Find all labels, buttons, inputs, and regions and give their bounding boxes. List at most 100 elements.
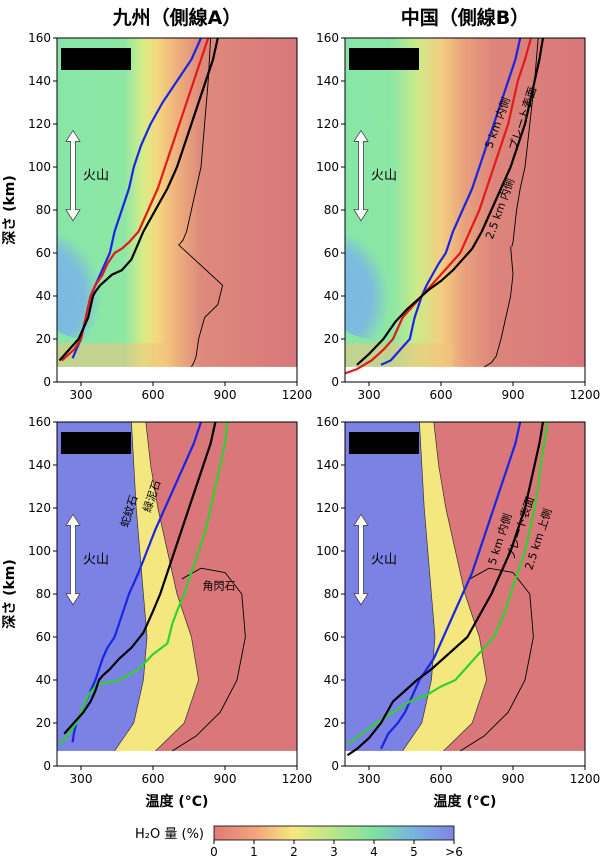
- blue-zone: [57, 422, 147, 751]
- x-tick-label: 300: [358, 772, 381, 786]
- volcano-arrow: [353, 513, 369, 606]
- shallow-zone: [57, 343, 165, 367]
- no-data-strip: [57, 366, 297, 382]
- box-label: 海洋地殻: [354, 52, 410, 68]
- x-tick-label: 900: [214, 772, 237, 786]
- box-label-bg: [61, 48, 131, 70]
- yellow-band: [114, 422, 199, 751]
- y-tick-label: 80: [324, 587, 339, 601]
- y-tick-label: 160: [28, 31, 51, 45]
- y-tick-label: 140: [28, 74, 51, 88]
- y-tick-label: 80: [36, 203, 51, 217]
- y-tick-label: 60: [324, 246, 339, 260]
- panel-title: 九州（側線A）: [112, 6, 242, 29]
- y-tick-label: 60: [36, 246, 51, 260]
- y-tick-label: 40: [324, 673, 339, 687]
- series-line-3: [63, 422, 217, 735]
- x-tick-label: 600: [430, 388, 453, 402]
- phase-boundary: [511, 38, 539, 247]
- y-tick-label: 60: [324, 630, 339, 644]
- colorbar-tick-label: 3: [330, 845, 338, 859]
- panel-1: 火山 海洋地殻 0 20 40 60 80 100 120 140 160 300 600 900 1200…: [1, 6, 312, 402]
- phase-boundary: [177, 244, 224, 368]
- x-tick-label: 600: [430, 772, 453, 786]
- volcano-label: 火山: [83, 553, 109, 568]
- y-tick-label: 140: [28, 458, 51, 472]
- x-tick-label: 1200: [282, 388, 313, 402]
- band-edge: [145, 422, 199, 752]
- phase-boundary: [171, 567, 246, 752]
- volcano-label: 火山: [371, 553, 397, 568]
- colorbar-tick-label: 2: [290, 845, 298, 859]
- y-tick-label: 120: [316, 501, 339, 515]
- panel-title: 中国（側線B）: [401, 6, 529, 29]
- series-line-2: [58, 422, 229, 746]
- y-tick-label: 40: [36, 289, 51, 303]
- volcano-arrow: [353, 129, 369, 222]
- y-tick-label: 160: [316, 415, 339, 429]
- phase-boundary: [459, 567, 534, 752]
- y-tick-label: 100: [316, 160, 339, 174]
- box-label-bg: [349, 48, 419, 70]
- box-label-bg: [349, 432, 419, 454]
- y-tick-label: 0: [43, 759, 51, 773]
- series-line-1: [380, 38, 522, 366]
- y-tick-label: 160: [28, 415, 51, 429]
- series-line-3: [58, 38, 219, 362]
- no-data-strip: [345, 366, 585, 382]
- x-tick-label: 900: [502, 772, 525, 786]
- x-tick-label: 900: [502, 388, 525, 402]
- band-edge: [114, 422, 148, 752]
- x-tick-label: 300: [70, 388, 93, 402]
- colorbar-tick-label: >6: [445, 845, 463, 859]
- colorbar-tick-label: 4: [370, 845, 378, 859]
- band-edge: [402, 422, 436, 752]
- x-axis-label: 温度 (°C): [146, 793, 209, 810]
- x-axis-label: 温度 (°C): [434, 793, 497, 810]
- volcano-label: 火山: [83, 169, 109, 184]
- water-field: [57, 38, 297, 382]
- y-tick-label: 20: [324, 332, 339, 346]
- blue-zone: [345, 422, 435, 751]
- series-line-1: [380, 422, 522, 750]
- colorbar-label: H₂O 量 (%): [135, 827, 204, 842]
- y-tick-label: 80: [36, 587, 51, 601]
- no-data-strip: [57, 750, 297, 766]
- x-tick-label: 900: [214, 388, 237, 402]
- y-tick-label: 0: [331, 375, 339, 389]
- series-line-3: [346, 422, 545, 757]
- x-tick-label: 1200: [570, 772, 600, 786]
- colorbar-tick-label: 5: [410, 845, 418, 859]
- y-tick-label: 120: [28, 501, 51, 515]
- y-tick-label: 40: [324, 289, 339, 303]
- y-tick-label: 140: [316, 74, 339, 88]
- series-line-2: [61, 38, 210, 362]
- y-tick-label: 40: [36, 673, 51, 687]
- box-label: 海洋地殻: [66, 52, 122, 68]
- colorbar-tick-label: 0: [210, 845, 218, 859]
- y-tick-label: 20: [324, 716, 339, 730]
- series-line-2: [345, 38, 533, 375]
- volcano-arrow: [65, 129, 81, 222]
- y-tick-label: 80: [324, 203, 339, 217]
- x-tick-label: 600: [142, 388, 165, 402]
- volcano-arrow: [65, 513, 81, 606]
- x-tick-label: 300: [358, 388, 381, 402]
- colorbar-gradient: [213, 825, 455, 841]
- y-axis-label: 深さ (km): [1, 175, 18, 245]
- x-tick-label: 300: [70, 772, 93, 786]
- phase-boundary: [179, 38, 212, 245]
- y-tick-label: 20: [36, 332, 51, 346]
- series-line-2: [346, 422, 549, 746]
- box-label-bg: [61, 432, 131, 454]
- series-line-3: [356, 38, 545, 366]
- x-tick-label: 1200: [282, 772, 313, 786]
- volcano-label: 火山: [371, 169, 397, 184]
- line-label: 角閃石: [203, 580, 236, 593]
